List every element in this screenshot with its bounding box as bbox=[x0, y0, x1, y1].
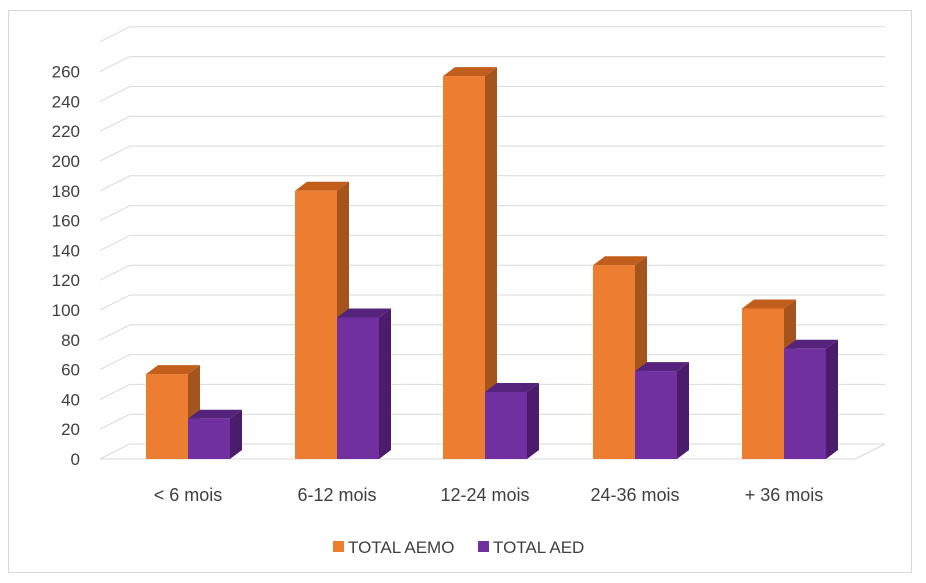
bar-side bbox=[379, 308, 391, 459]
bar bbox=[443, 76, 485, 459]
legend-swatch bbox=[478, 541, 489, 552]
gridline-depth bbox=[99, 234, 131, 251]
x-category-label: + 36 mois bbox=[745, 485, 824, 505]
bar-side bbox=[677, 362, 689, 459]
gridline-depth bbox=[99, 85, 131, 102]
y-tick-label: 40 bbox=[61, 390, 80, 409]
bar bbox=[784, 348, 826, 459]
bar-top bbox=[784, 339, 838, 349]
legend-label: TOTAL AEMO bbox=[348, 538, 454, 557]
gridline-depth bbox=[99, 264, 131, 281]
y-tick-label: 260 bbox=[52, 63, 80, 82]
y-tick-label: 120 bbox=[52, 271, 80, 290]
gridline-depth bbox=[99, 205, 131, 222]
x-category-label: 12-24 mois bbox=[440, 485, 529, 505]
y-tick-label: 160 bbox=[52, 212, 80, 231]
gridline-depth bbox=[99, 294, 131, 311]
bar bbox=[593, 265, 635, 459]
bar bbox=[295, 190, 337, 460]
bar-top bbox=[593, 256, 647, 266]
y-tick-label: 80 bbox=[61, 331, 80, 350]
bar-top bbox=[635, 362, 689, 372]
x-category-label: 6-12 mois bbox=[297, 485, 376, 505]
x-category-label: < 6 mois bbox=[154, 485, 223, 505]
gridline-depth bbox=[99, 175, 131, 192]
gridline-depth bbox=[99, 26, 131, 43]
bar bbox=[742, 308, 784, 459]
legend-swatch bbox=[333, 541, 344, 552]
gridline-depth bbox=[99, 383, 131, 400]
gridline-depth bbox=[99, 413, 131, 430]
legend-label: TOTAL AED bbox=[493, 538, 584, 557]
y-tick-label: 200 bbox=[52, 152, 80, 171]
y-tick-label: 100 bbox=[52, 301, 80, 320]
bar-top bbox=[337, 308, 391, 318]
bar-top bbox=[146, 365, 200, 375]
bar-top bbox=[188, 409, 242, 419]
bar bbox=[146, 374, 188, 459]
y-tick-label: 140 bbox=[52, 241, 80, 260]
bar bbox=[635, 371, 677, 459]
gridline-depth bbox=[99, 145, 131, 162]
gridline-depth bbox=[99, 115, 131, 132]
bar-side bbox=[826, 339, 838, 459]
bar-side bbox=[527, 382, 539, 459]
bar bbox=[188, 418, 230, 459]
bar-top bbox=[485, 382, 539, 392]
bar-top bbox=[295, 181, 349, 191]
floor-edge bbox=[854, 443, 886, 460]
gridline-depth bbox=[99, 443, 131, 460]
y-tick-label: 60 bbox=[61, 361, 80, 380]
bar-top bbox=[443, 67, 497, 77]
y-tick-label: 180 bbox=[52, 182, 80, 201]
bar bbox=[485, 391, 527, 459]
bar-side bbox=[485, 67, 497, 459]
gridline-depth bbox=[99, 56, 131, 73]
y-tick-label: 220 bbox=[52, 122, 80, 141]
y-tick-label: 0 bbox=[71, 450, 80, 469]
x-category-label: 24-36 mois bbox=[590, 485, 679, 505]
gridline-depth bbox=[99, 354, 131, 371]
gridline-depth bbox=[99, 324, 131, 341]
y-tick-label: 240 bbox=[52, 92, 80, 111]
bar bbox=[337, 317, 379, 459]
bar-top bbox=[742, 299, 796, 309]
bar-side bbox=[230, 409, 242, 459]
y-tick-label: 20 bbox=[61, 420, 80, 439]
